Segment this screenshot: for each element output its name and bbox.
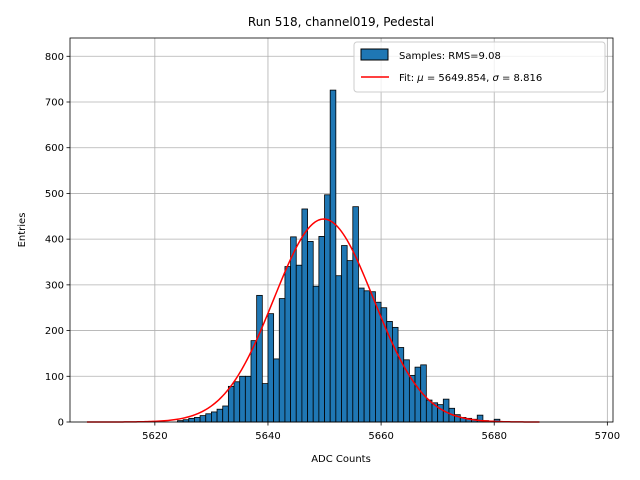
histogram-bar-5647 bbox=[307, 241, 314, 423]
histogram-bar-5654 bbox=[346, 260, 354, 423]
histogram-bar-5658 bbox=[369, 291, 376, 423]
histogram-bar-5659 bbox=[375, 301, 382, 423]
histogram-bar-5649 bbox=[318, 235, 325, 423]
histogram-bar-5662 bbox=[392, 326, 399, 423]
histogram-bar-5652 bbox=[335, 275, 342, 423]
histogram-bar-5642 bbox=[278, 298, 286, 423]
legend-samples-label: Samples: RMS=9.08 bbox=[399, 51, 501, 62]
fit-layer bbox=[86, 218, 540, 423]
histogram-bar-5631 bbox=[216, 408, 224, 423]
histogram-bar-5635 bbox=[239, 375, 246, 423]
x-axis-label: ADC Counts bbox=[311, 454, 371, 465]
y-tick-label-600: 600 bbox=[45, 143, 64, 154]
legend-fit-mu-value: = 5649.854, bbox=[424, 73, 493, 84]
legend-fit-label: Fit: μ = 5649.854, σ = 8.816 bbox=[399, 73, 542, 84]
histogram-bar-5657 bbox=[363, 290, 371, 423]
gaussian-fit-curve bbox=[86, 218, 540, 423]
y-tick-label-100: 100 bbox=[45, 372, 64, 383]
histogram-bar-5640 bbox=[267, 313, 275, 423]
histogram-bar-5644 bbox=[290, 236, 297, 423]
histogram-bar-5638 bbox=[256, 294, 263, 423]
legend-fit-sigma-value: = 8.816 bbox=[499, 73, 542, 84]
chart-title: Run 518, channel019, Pedestal bbox=[248, 15, 434, 29]
x-tick-label-5680: 5680 bbox=[481, 431, 506, 442]
histogram-bar-5656 bbox=[358, 287, 365, 423]
histogram-bar-5645 bbox=[295, 264, 303, 423]
histogram-bar-5653 bbox=[341, 245, 348, 423]
legend-fit-mu-symbol: μ bbox=[416, 73, 423, 84]
y-tick-label-300: 300 bbox=[45, 280, 64, 291]
y-tick-label-0: 0 bbox=[58, 418, 64, 429]
legend-fit-prefix: Fit: bbox=[399, 73, 417, 84]
x-tick-label-5620: 5620 bbox=[142, 431, 167, 442]
y-tick-label-500: 500 bbox=[45, 189, 64, 200]
histogram-bar-5628 bbox=[199, 415, 207, 423]
y-tick-label-800: 800 bbox=[45, 52, 64, 63]
legend-fit-sigma-symbol: σ bbox=[492, 73, 499, 84]
histogram-bar-5668 bbox=[425, 399, 433, 423]
y-tick-label-700: 700 bbox=[45, 98, 64, 109]
histogram-bar-5639 bbox=[261, 383, 269, 423]
histogram-bar-5627 bbox=[194, 417, 201, 423]
legend-frame bbox=[353, 41, 606, 93]
grid-layer bbox=[70, 38, 613, 423]
plot-frame bbox=[69, 37, 614, 423]
histogram-bar-5666 bbox=[414, 366, 422, 423]
histogram-bar-5636 bbox=[244, 375, 252, 423]
histogram-bar-5626 bbox=[188, 417, 195, 423]
histogram-bar-5663 bbox=[397, 347, 405, 423]
histogram-bar-5643 bbox=[284, 266, 291, 423]
legend-samples-patch bbox=[360, 48, 389, 61]
histogram-bar-5632 bbox=[222, 405, 229, 423]
histogram-bar-5648 bbox=[312, 285, 320, 423]
histogram-bar-5641 bbox=[273, 358, 280, 423]
x-tick-label-5700: 5700 bbox=[595, 431, 620, 442]
histogram-bar-5630 bbox=[211, 411, 218, 423]
legend: Samples: RMS=9.08 Fit: μ = 5649.854, σ =… bbox=[353, 41, 606, 93]
histogram-bar-5655 bbox=[352, 206, 359, 423]
histogram-bar-5664 bbox=[403, 359, 410, 423]
histogram-bar-5637 bbox=[250, 340, 258, 423]
ticks-layer: 5620 5640 5660 5680 5700 0 100 200 300 400 500 600 7… bbox=[45, 52, 620, 442]
x-tick-label-5640: 5640 bbox=[255, 431, 280, 442]
histogram-bar-5634 bbox=[233, 381, 241, 423]
y-tick-label-200: 200 bbox=[45, 326, 64, 337]
histogram-bar-5633 bbox=[227, 385, 235, 423]
y-tick-label-400: 400 bbox=[45, 235, 64, 246]
histogram-bar-5651 bbox=[329, 89, 337, 423]
histogram-bar-5650 bbox=[324, 194, 331, 423]
histogram-bar-5629 bbox=[205, 413, 212, 423]
histogram-bar-5646 bbox=[301, 208, 308, 423]
y-axis-label: Entries bbox=[17, 213, 28, 248]
x-tick-label-5660: 5660 bbox=[368, 431, 393, 442]
